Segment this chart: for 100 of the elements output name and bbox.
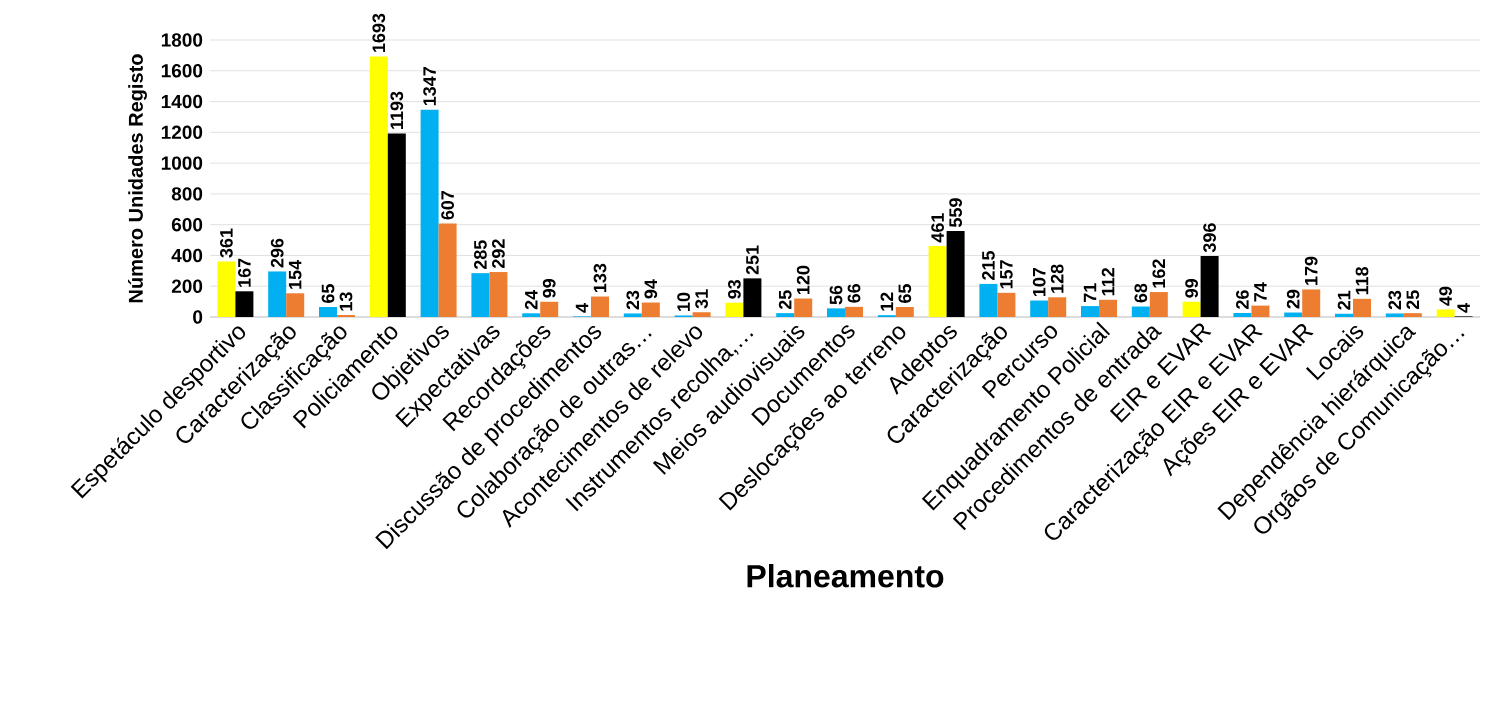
bar [1099,299,1118,317]
bar [641,302,660,317]
data-label: 107 [1032,267,1046,296]
data-label: 120 [796,265,810,294]
data-label: 361 [220,228,233,258]
data-label: 56 [829,285,843,305]
bar [489,272,508,317]
bar [268,271,287,317]
bar [1200,256,1219,317]
bar [369,56,388,317]
data-label: 1193 [390,91,404,129]
data-label: 29 [1286,289,1300,309]
data-label: 94 [644,279,658,299]
data-label: 65 [321,284,335,303]
data-label: 31 [695,289,708,309]
data-label: 23 [1388,290,1402,310]
data-label: 215 [982,250,995,280]
bar [623,313,642,317]
data-label: 607 [441,190,454,220]
bar [1436,309,1455,317]
data-label: 396 [1203,223,1216,253]
bar [438,223,457,317]
y-tick-label: 400 [171,248,203,263]
bar [743,278,762,317]
y-tick-label: 600 [171,217,203,232]
bar [895,307,914,317]
y-tick-label: 1000 [161,156,203,170]
data-label: 66 [847,284,861,303]
bar [1048,297,1067,317]
data-label: 25 [778,290,792,310]
bar [1335,313,1354,317]
bar [387,133,406,317]
data-label: 559 [949,198,962,228]
bar [471,273,490,317]
data-label: 118 [1355,266,1369,295]
y-tick-label: 0 [193,310,203,324]
bar [725,302,744,317]
bar [1233,313,1252,317]
bar [540,301,559,317]
y-tick-label: 800 [171,187,203,201]
y-tick-label: 200 [171,279,203,293]
data-label: 133 [593,263,607,292]
data-label: 1347 [423,67,436,106]
data-label: 21 [1337,290,1351,310]
data-label: 4 [575,303,589,313]
data-label: 25 [1406,290,1420,310]
y-tick-label: 1400 [161,94,203,109]
data-label: 179 [1304,256,1318,285]
bar [794,298,813,317]
data-label: 93 [728,279,741,299]
y-tick-label: 1200 [161,125,203,140]
bar [286,293,305,317]
data-label: 65 [898,284,912,303]
bar [1149,292,1168,317]
data-label: 99 [1185,279,1198,298]
y-tick-label: 1600 [161,64,203,78]
data-label: 23 [626,290,640,310]
data-label: 296 [270,238,284,268]
bar [1284,312,1303,317]
bar [1251,305,1270,317]
data-label: 112 [1101,268,1115,296]
data-label: 99 [542,279,556,298]
bar [1131,306,1150,317]
data-label: 24 [524,289,538,310]
data-label: 26 [1236,290,1249,309]
data-label: 49 [1439,286,1452,306]
bar [928,246,947,317]
data-label: 71 [1083,283,1097,302]
bar [979,283,998,317]
bar [845,306,863,317]
bar [591,296,609,317]
y-tick-label: 1800 [161,33,203,47]
data-label: 128 [1050,264,1064,293]
data-label: 251 [746,245,759,275]
data-label: 162 [1152,259,1166,288]
data-label: 154 [288,259,302,289]
bar [827,308,846,317]
bar [946,230,965,317]
x-axis-title: Planeamento [747,564,944,588]
bar [1353,298,1372,317]
data-label: 1693 [372,13,386,52]
data-label: 167 [238,258,251,287]
data-label: 74 [1254,282,1267,302]
bar [1403,313,1422,317]
bar [776,313,795,317]
data-label: 68 [1134,283,1148,303]
data-label: 461 [931,213,944,243]
bar [1081,306,1100,317]
bar [319,307,337,317]
data-label: 285 [474,240,487,270]
bar [1302,289,1321,317]
data-label: 4 [1457,303,1470,313]
bar [997,292,1016,317]
bar [1385,313,1404,317]
bar [420,109,439,317]
data-label: 13 [339,292,353,311]
bar [235,291,254,317]
bar [217,261,236,317]
bar [692,312,711,317]
bar [1030,300,1049,317]
